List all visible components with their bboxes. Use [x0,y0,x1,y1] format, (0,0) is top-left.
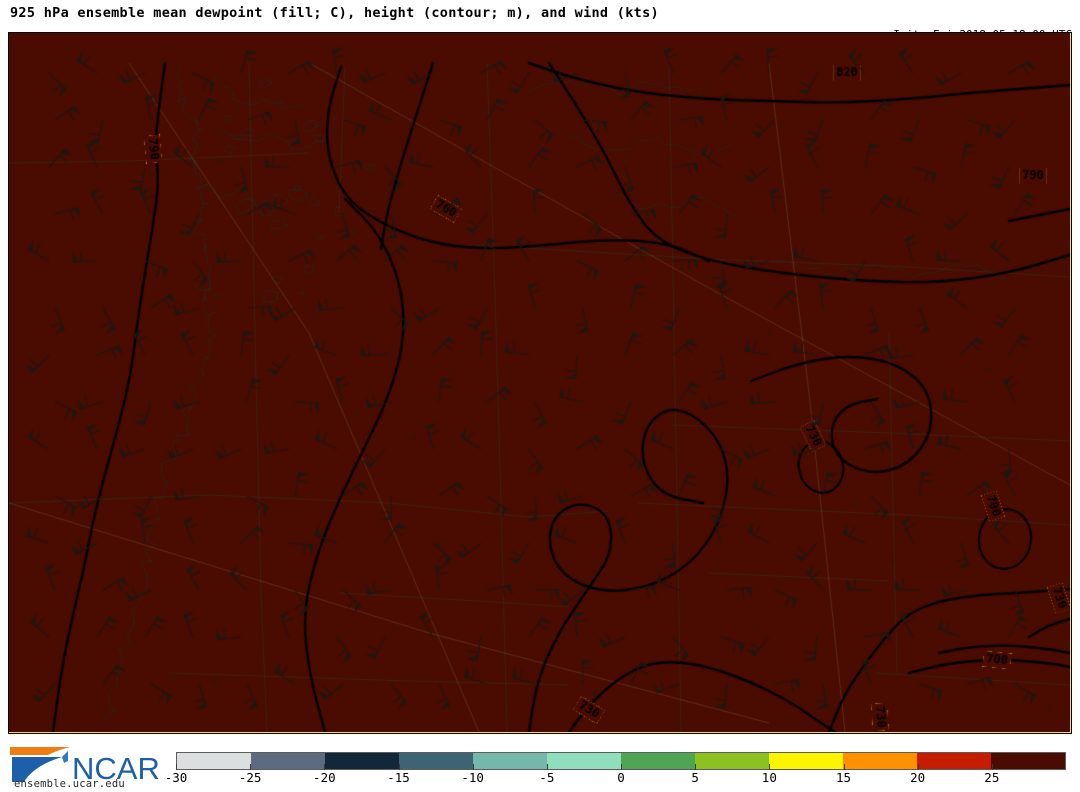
header-bar: 925 hPa ensemble mean dewpoint (fill; C)… [0,0,1080,80]
colorbar-tickmark [695,764,697,770]
colorbar-tickmark [991,764,993,770]
colorbar-segment [621,753,695,769]
colorbar-tick-label: -5 [539,770,555,785]
colorbar-tickmark [250,764,252,770]
colorbar-tick-labels: -30 -25 -20 -15 -10 -5 0 5 10 15 20 25 [165,764,1066,790]
colorbar-tick-label: 25 [984,770,1000,785]
colorbar-tickmark [917,764,919,770]
colorbar-segment [843,753,917,769]
colorbar-tickmark [324,764,326,770]
colorbar-tickmark [621,764,622,770]
colorbar-tickmark [769,764,771,770]
map-render-surface [9,33,1070,732]
colorbar-segment [399,753,473,769]
colorbar-segment [917,753,991,769]
colorbar-tick-label: 0 [617,770,625,785]
colorbar-tickmark [472,764,474,770]
colorbar-tick-label: -15 [387,770,410,785]
colorbar-tick-label: 20 [910,770,926,785]
page-title: 925 hPa ensemble mean dewpoint (fill; C)… [10,5,659,21]
colorbar-segment [251,753,325,769]
colorbar-segment [769,753,843,769]
colorbar-tick-label: 10 [761,770,777,785]
colorbar-tickmark [398,764,400,770]
ncar-url-label: ensemble.ucar.edu [14,778,125,790]
colorbar-segment [177,753,251,769]
colorbar-tickmark [546,764,548,770]
ncar-wordmark: NCAR [72,751,160,786]
weather-map[interactable] [8,32,1072,734]
colorbar-tick-label: -25 [238,770,262,785]
colorbar-segment [547,753,621,769]
colorbar-segment [695,753,769,769]
colorbar-tick-label: -20 [313,770,336,785]
colorbar-tick-label: -10 [461,770,484,785]
colorbar-tick-label: -30 [164,770,188,785]
colorbar-tickmark [176,764,177,770]
colorbar-segment [325,753,399,769]
colorbar-tick-label: 15 [835,770,852,785]
colorbar-segment [473,753,547,769]
colorbar-tickmark [843,764,845,770]
colorbar-segment [991,753,1065,769]
ncar-logo: NCAR [10,747,160,786]
colorbar-tick-label: 5 [691,770,699,785]
